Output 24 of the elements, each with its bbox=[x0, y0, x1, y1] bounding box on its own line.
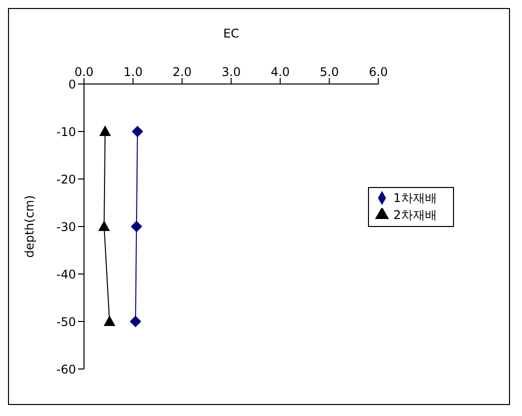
point bbox=[130, 221, 142, 232]
y-tick-label: -20 bbox=[56, 172, 76, 186]
y-tick-label: -50 bbox=[56, 314, 76, 329]
point bbox=[104, 316, 116, 326]
point bbox=[130, 316, 142, 327]
point bbox=[100, 126, 111, 136]
point bbox=[98, 221, 110, 231]
x-tick-label: 0.0 bbox=[74, 65, 94, 79]
x-axis-title: EC bbox=[223, 26, 240, 41]
y-axis-title: depth(cm) bbox=[22, 195, 36, 258]
y-tick-label: 0 bbox=[68, 77, 76, 92]
legend-label: 2차재배 bbox=[393, 208, 437, 222]
x-tick-label: 1.0 bbox=[124, 65, 143, 79]
legend-label: 1차재배 bbox=[393, 190, 437, 204]
x-tick-label: 2.0 bbox=[172, 65, 192, 79]
y-tick-label: -60 bbox=[56, 362, 76, 376]
y-tick-label: -10 bbox=[56, 124, 76, 139]
y-tick-label: -40 bbox=[56, 267, 76, 282]
point bbox=[132, 126, 143, 137]
x-tick-label: 4.0 bbox=[270, 65, 290, 79]
x-tick-label: 5.0 bbox=[320, 65, 339, 79]
x-tick-label: 6.0 bbox=[368, 65, 388, 79]
y-tick-label: -30 bbox=[56, 220, 76, 234]
x-tick-label: 3.0 bbox=[222, 65, 241, 79]
